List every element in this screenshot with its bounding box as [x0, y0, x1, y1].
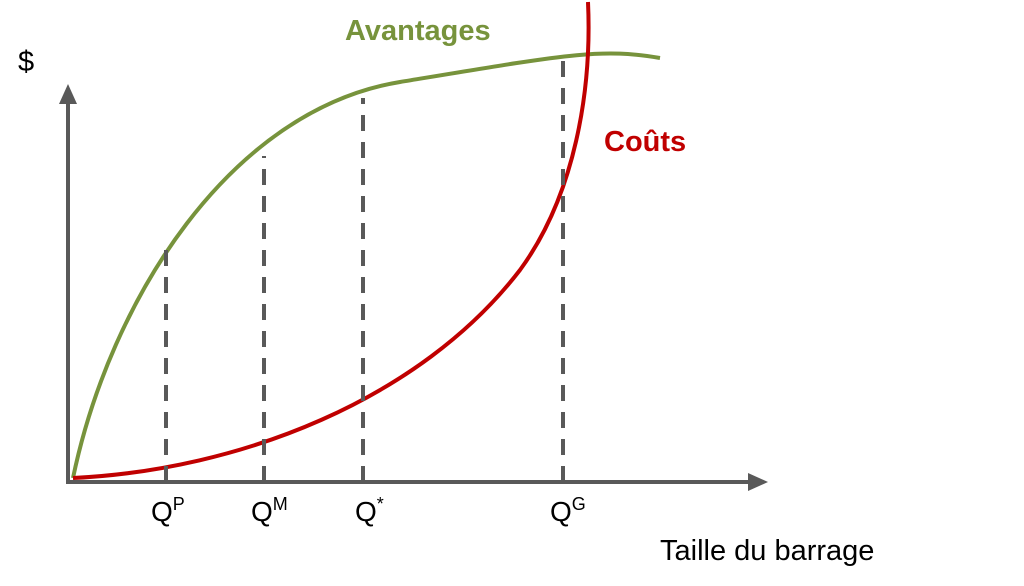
benefits-curve [71, 51, 661, 479]
y-axis-label: $ [18, 46, 34, 78]
tick-label-qg: QG [550, 494, 586, 527]
x-axis-arrow-icon [748, 473, 768, 491]
costs-label: Coûts [604, 126, 686, 158]
benefits-label: Avantages [345, 15, 491, 47]
y-axis-arrow-icon [59, 84, 77, 104]
tick-label-qm: QM [251, 494, 288, 527]
x-axis-label: Taille du barrage [660, 535, 874, 567]
tick-label-qp: QP [151, 494, 185, 527]
costs-curve [72, 1, 591, 480]
tick-label-qstar: Q* [355, 494, 384, 527]
